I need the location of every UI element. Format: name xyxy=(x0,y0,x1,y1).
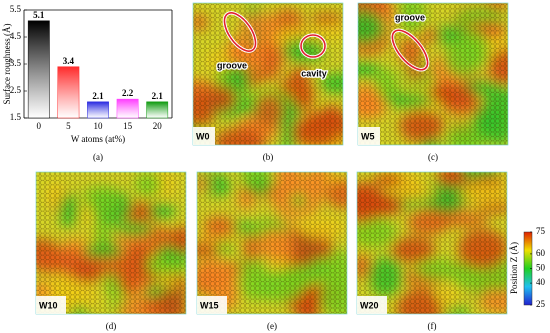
sample-label: W0 xyxy=(196,131,210,141)
y-tick-label: 5.5 xyxy=(10,4,22,14)
colorbar-tick-label: 40 xyxy=(536,277,546,287)
sample-box xyxy=(358,127,380,145)
panel-frame xyxy=(192,2,344,146)
value-label: 2.1 xyxy=(152,91,164,101)
x-tick-label: 15 xyxy=(123,121,133,131)
sample-label: W15 xyxy=(200,300,219,310)
colorbar-tick-label: 60 xyxy=(536,248,546,258)
sample-box xyxy=(197,296,227,314)
value-label: 2.1 xyxy=(92,91,104,101)
panel-label: (e) xyxy=(267,321,277,331)
sample-box xyxy=(193,127,215,145)
bar xyxy=(87,101,109,119)
annotation-ring xyxy=(223,12,257,52)
atom-panel xyxy=(193,3,343,145)
sample-label: W10 xyxy=(39,300,58,310)
panel-label: (f) xyxy=(428,321,437,331)
atom-panel xyxy=(197,172,347,314)
colorbar-tick-label: 75 xyxy=(536,226,546,236)
annotation: groove xyxy=(395,12,425,22)
x-tick-label: 0 xyxy=(37,121,42,131)
x-tick-label: 20 xyxy=(153,121,163,131)
y-tick-label: 3.5 xyxy=(10,58,22,68)
bar xyxy=(27,20,50,119)
x-tick-label: 5 xyxy=(66,121,71,131)
y-tick-label: 1.5 xyxy=(10,112,22,122)
panel-frame xyxy=(35,171,187,315)
sample-label: W20 xyxy=(360,300,379,310)
colorbar-title: Position Z (Å) xyxy=(509,242,519,294)
annotation: cavity xyxy=(301,68,327,78)
panel-label: (a) xyxy=(93,152,103,162)
annotation: groove xyxy=(217,60,247,70)
bar xyxy=(116,98,139,119)
panel-frame xyxy=(356,171,508,315)
value-label: 5.1 xyxy=(33,10,45,20)
panel-frame xyxy=(196,171,348,315)
x-tick-label: 10 xyxy=(94,121,104,131)
annotation-ring xyxy=(391,29,429,71)
panel-frame xyxy=(357,2,509,146)
value-label: 3.4 xyxy=(63,56,75,66)
y-axis-label: Surface roughness (Å) xyxy=(2,24,12,105)
panel-label: (b) xyxy=(263,152,274,162)
sample-label: W5 xyxy=(361,131,375,141)
atom-panel xyxy=(358,3,508,145)
value-label: 2.2 xyxy=(122,88,134,98)
colorbar-tick-label: 25 xyxy=(536,299,546,309)
y-tick-label: 2.5 xyxy=(10,85,22,95)
y-tick-label: 4.5 xyxy=(10,31,22,41)
annotation-ring xyxy=(300,34,326,58)
atom-panel xyxy=(357,172,507,314)
colorbar-tick-label: 50 xyxy=(536,263,546,273)
x-axis-label: W atoms (at%) xyxy=(71,134,125,144)
panel-label: (c) xyxy=(428,152,438,162)
sample-box xyxy=(36,296,66,314)
sample-box xyxy=(357,296,387,314)
atom-panel xyxy=(36,172,186,314)
bar xyxy=(57,66,80,119)
panel-label: (d) xyxy=(106,321,117,331)
bar xyxy=(146,101,169,119)
